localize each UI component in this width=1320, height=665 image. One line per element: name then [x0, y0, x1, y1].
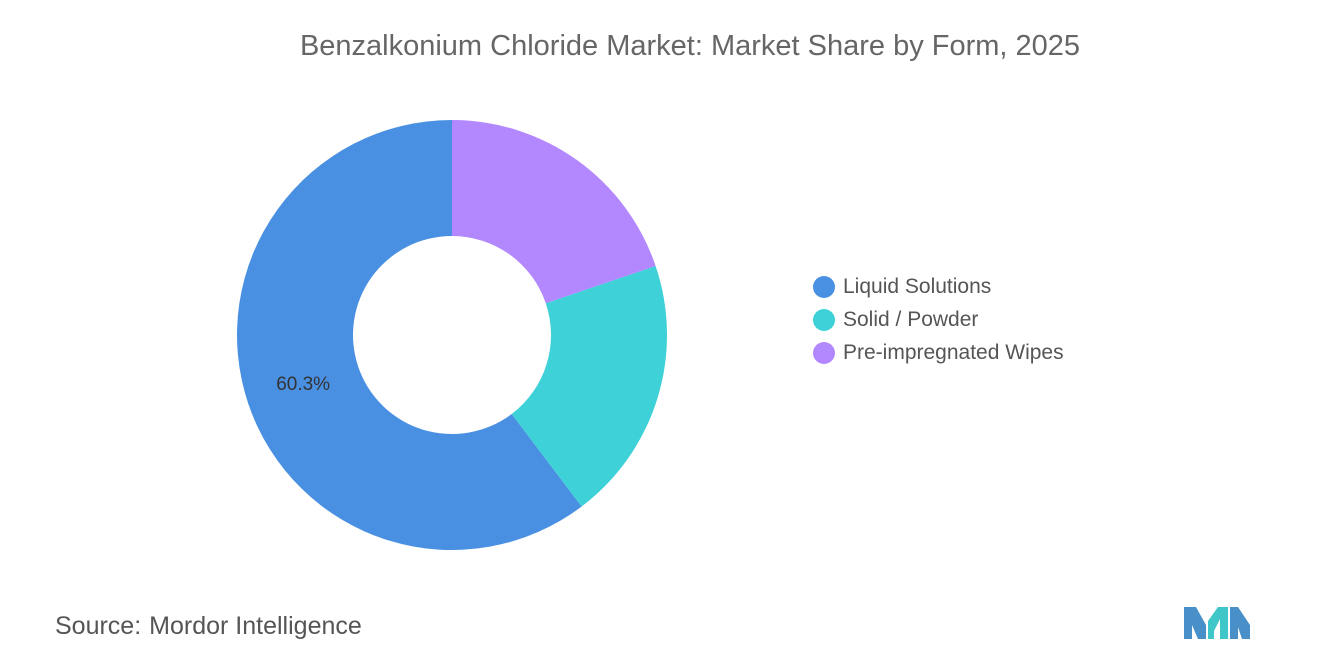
legend-label: Pre-impregnated Wipes — [843, 340, 1064, 364]
source-credit: Source: Mordor Intelligence — [55, 612, 362, 641]
legend: Liquid Solutions Solid / Powder Pre-impr… — [813, 270, 1064, 369]
legend-swatch-liquid-solutions — [813, 275, 835, 298]
legend-item-pre-impregnated-wipes[interactable]: Pre-impregnated Wipes — [813, 336, 1064, 369]
source-name: Mordor Intelligence — [149, 612, 362, 640]
legend-label: Solid / Powder — [843, 307, 979, 331]
logo-shape-middle — [1208, 607, 1228, 639]
data-label-liquid-solutions: 60.3% — [276, 374, 330, 395]
source-prefix: Source: — [55, 612, 142, 640]
mordor-intelligence-logo-icon — [1184, 607, 1250, 639]
legend-item-liquid-solutions[interactable]: Liquid Solutions — [813, 270, 1064, 303]
chart-title: Benzalkonium Chloride Market: Market Sha… — [299, 30, 1081, 62]
legend-item-solid-powder[interactable]: Solid / Powder — [813, 303, 1064, 336]
donut-slices — [237, 120, 667, 551]
legend-swatch-solid-powder — [813, 308, 835, 331]
legend-swatch-pre-impregnated-wipes — [813, 341, 835, 364]
legend-label: Liquid Solutions — [843, 274, 992, 298]
slice-liquid-solutions[interactable] — [237, 120, 582, 551]
slice-pre-impregnated-wipes[interactable] — [452, 120, 656, 304]
slice-solid-powder[interactable] — [511, 265, 667, 507]
logo-shape-right — [1230, 607, 1250, 639]
slice-labels: 60.3% — [276, 374, 330, 395]
logo-shape-left — [1184, 607, 1206, 639]
